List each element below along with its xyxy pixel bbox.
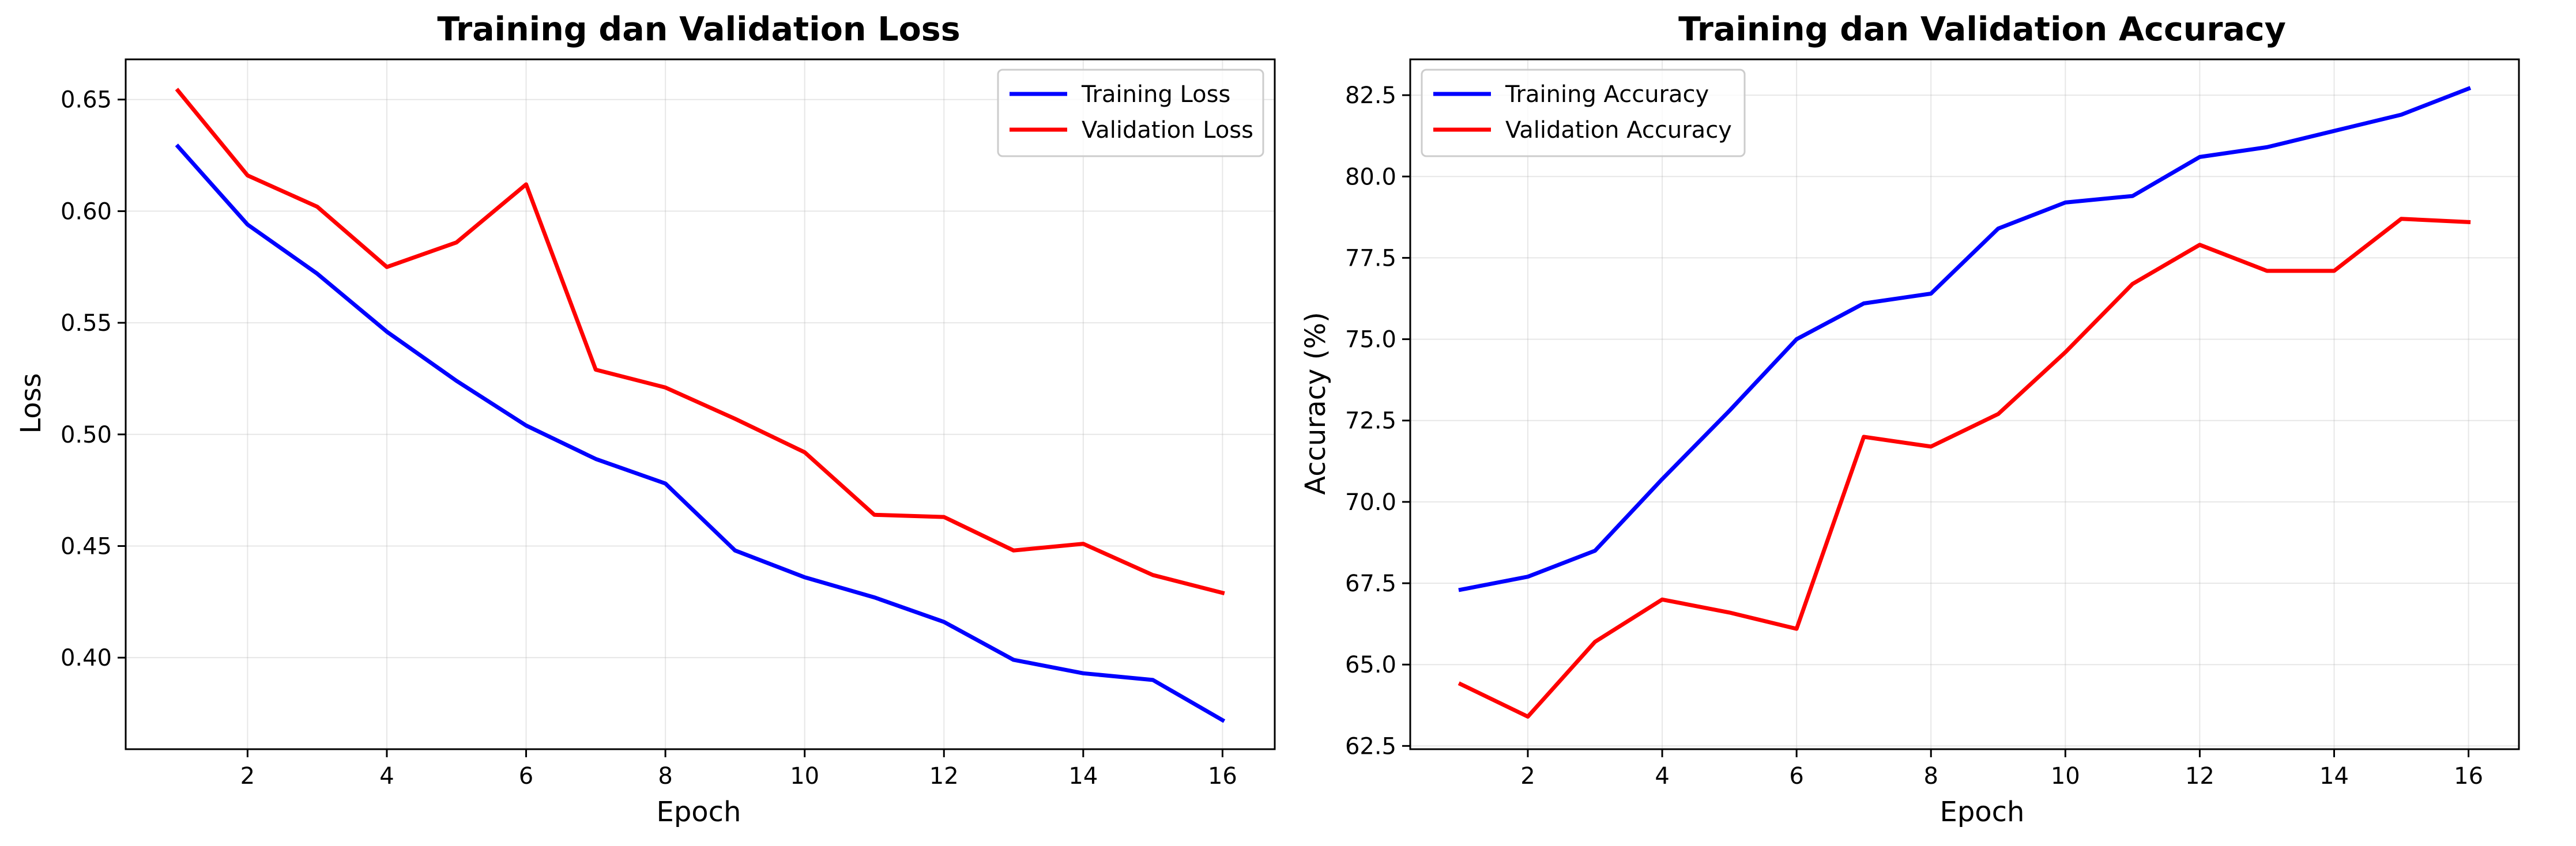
accuracy-y-axis-label: Accuracy (%) (1300, 312, 1332, 494)
loss-chart-title: Training dan Validation Loss (437, 10, 960, 48)
loss-x-tick-label: 8 (658, 763, 672, 790)
loss-plot-frame (125, 58, 1276, 750)
legend-label-validation-loss: Validation Loss (1082, 117, 1253, 143)
accuracy-x-tick-label: 4 (1655, 763, 1669, 790)
loss-x-tick-label: 14 (1068, 763, 1098, 790)
accuracy-legend: Training Accuracy Validation Accuracy (1421, 69, 1746, 157)
loss-x-tick-label: 2 (240, 763, 255, 790)
accuracy-legend-box (1421, 69, 1746, 157)
accuracy-x-tick-label: 10 (2051, 763, 2080, 790)
series-line-validation-loss (175, 88, 1225, 596)
accuracy-x-tick-label: 2 (1520, 763, 1535, 790)
series-line-validation-accuracy (1458, 217, 2471, 719)
accuracy-y-tick-label: 67.5 (1345, 571, 1396, 597)
accuracy-y-tick-label: 75.0 (1345, 327, 1396, 353)
accuracy-x-tick-label: 14 (2319, 763, 2349, 790)
accuracy-x-tick-label: 6 (1789, 763, 1803, 790)
series-line-training-accuracy (1458, 86, 2472, 592)
loss-chart: Training dan Validation Loss Epoch Loss … (15, 10, 1276, 828)
loss-y-tick-label: 0.55 (61, 310, 112, 337)
legend-label-training-accuracy: Training Accuracy (1505, 81, 1709, 108)
accuracy-y-tick-label: 65.0 (1345, 652, 1396, 678)
loss-x-tick-label: 10 (790, 763, 819, 790)
loss-y-tick-label: 0.65 (61, 87, 112, 114)
accuracy-y-tick-label: 62.5 (1345, 733, 1396, 760)
loss-x-tick-label: 16 (1208, 763, 1237, 790)
loss-x-tick-label: 6 (519, 763, 533, 790)
accuracy-plot-frame (1409, 58, 2520, 750)
loss-x-tick-label: 4 (379, 763, 394, 790)
loss-grid (126, 59, 1275, 749)
loss-legend: Training Loss Validation Loss (997, 69, 1264, 157)
loss-y-tick-label: 0.60 (61, 198, 112, 225)
loss-y-tick-label: 0.40 (61, 645, 112, 671)
accuracy-y-tick-label: 82.5 (1345, 82, 1396, 109)
accuracy-grid (1410, 59, 2519, 749)
loss-y-tick-label: 0.45 (61, 533, 112, 560)
accuracy-ticks: 2 4 6 8 10 12 14 16 62.5 65.0 67.5 70.0 72.5 75.0 77.5… (1345, 82, 2483, 790)
accuracy-x-axis-label: Epoch (1940, 796, 2025, 828)
accuracy-lines (1458, 86, 2472, 719)
accuracy-y-tick-label: 80.0 (1345, 164, 1396, 190)
loss-x-tick-label: 12 (929, 763, 959, 790)
loss-y-axis-label: Loss (15, 373, 47, 433)
loss-x-axis-label: Epoch (657, 796, 741, 828)
accuracy-chart: Training dan Validation Accuracy Epoch A… (1300, 10, 2520, 828)
accuracy-y-tick-label: 70.0 (1345, 489, 1396, 516)
loss-lines (175, 88, 1226, 723)
legend-label-validation-accuracy: Validation Accuracy (1505, 117, 1732, 143)
accuracy-x-tick-label: 16 (2454, 763, 2483, 790)
loss-ticks: 2 4 6 8 10 12 14 16 0.40 0.45 0.50 0.55 0.60 0.65 (61, 87, 1237, 790)
loss-legend-box (997, 69, 1264, 157)
accuracy-y-tick-label: 77.5 (1345, 245, 1396, 271)
accuracy-x-tick-label: 12 (2185, 763, 2215, 790)
accuracy-x-tick-label: 8 (1924, 763, 1938, 790)
series-line-training-loss (175, 143, 1226, 723)
loss-y-tick-label: 0.50 (61, 422, 112, 448)
legend-label-training-loss: Training Loss (1081, 81, 1230, 108)
accuracy-y-tick-label: 72.5 (1345, 408, 1396, 435)
accuracy-chart-title: Training dan Validation Accuracy (1678, 10, 2286, 48)
